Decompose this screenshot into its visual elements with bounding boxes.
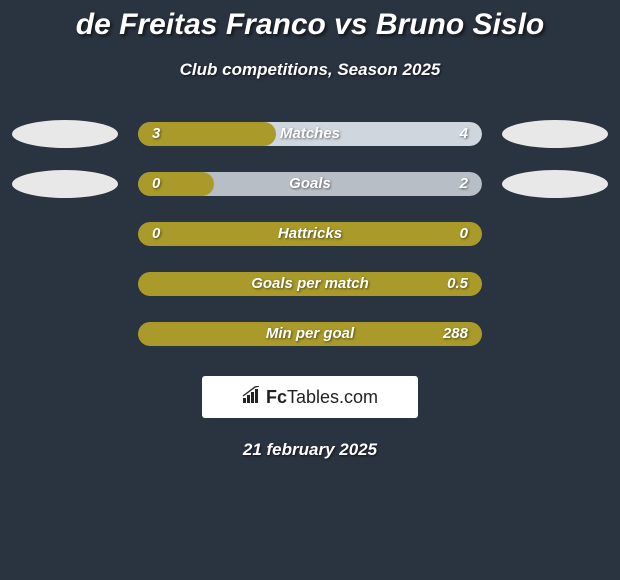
bar-chart-icon [242, 386, 264, 409]
stat-value-right: 2 [460, 172, 468, 196]
stat-bar: 0 Goals 2 [138, 172, 482, 196]
stat-value-right: 0.5 [447, 272, 468, 296]
stat-bar: Goals per match 0.5 [138, 272, 482, 296]
stat-value-right: 288 [443, 322, 468, 346]
player-left-marker [12, 120, 118, 148]
player-left-marker [12, 170, 118, 198]
stat-bar: 3 Matches 4 [138, 122, 482, 146]
stat-label: Matches [138, 122, 482, 146]
fctables-logo: FcTables.com [202, 376, 418, 418]
stat-bar: 0 Hattricks 0 [138, 222, 482, 246]
stat-label: Min per goal [138, 322, 482, 346]
stat-row-min-per-goal: Min per goal 288 [0, 320, 620, 348]
page-title: de Freitas Franco vs Bruno Sislo [0, 8, 620, 42]
date-label: 21 february 2025 [0, 440, 620, 460]
stat-value-right: 4 [460, 122, 468, 146]
stat-rows: 3 Matches 4 0 Goals 2 0 Hattri [0, 120, 620, 348]
stat-label: Hattricks [138, 222, 482, 246]
stat-row-goals: 0 Goals 2 [0, 170, 620, 198]
player-right-marker [502, 120, 608, 148]
comparison-infographic: de Freitas Franco vs Bruno Sislo Club co… [0, 0, 620, 460]
stat-value-right: 0 [460, 222, 468, 246]
stat-row-goals-per-match: Goals per match 0.5 [0, 270, 620, 298]
subtitle: Club competitions, Season 2025 [0, 60, 620, 80]
stat-row-matches: 3 Matches 4 [0, 120, 620, 148]
stat-label: Goals [138, 172, 482, 196]
player-right-marker [502, 170, 608, 198]
stat-bar: Min per goal 288 [138, 322, 482, 346]
stat-label: Goals per match [138, 272, 482, 296]
stat-row-hattricks: 0 Hattricks 0 [0, 220, 620, 248]
logo-text: FcTables.com [266, 387, 378, 408]
